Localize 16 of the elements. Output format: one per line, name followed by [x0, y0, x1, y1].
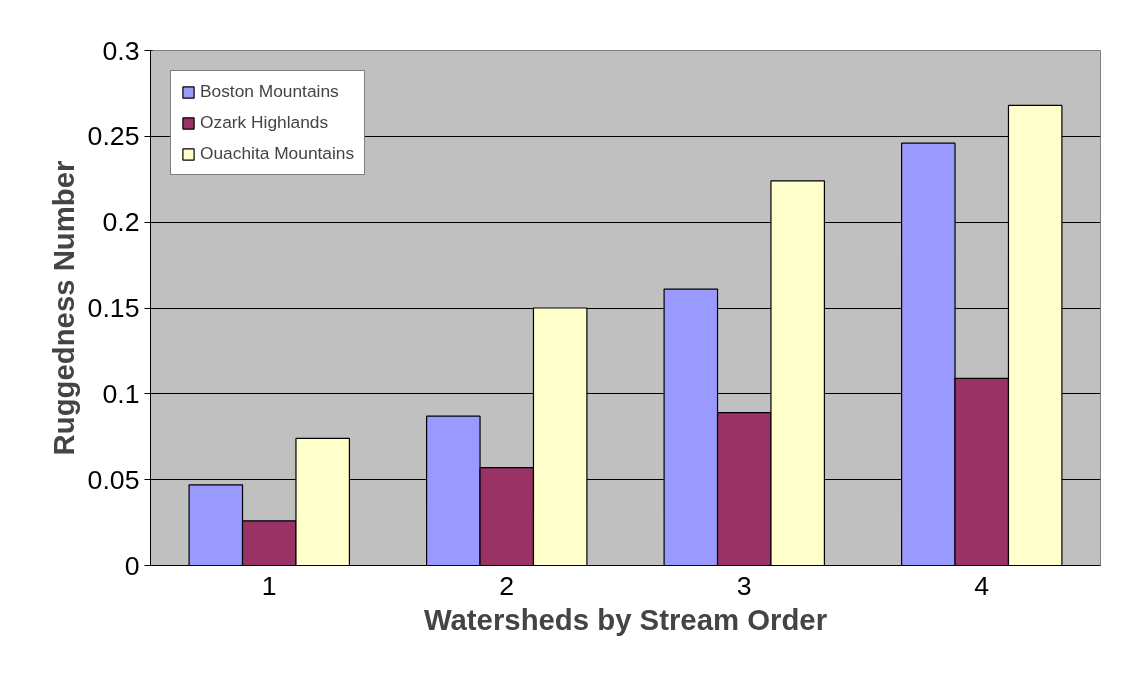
- y-tick-label: 0.15: [87, 293, 140, 323]
- legend-label: Ozark Highlands: [200, 112, 329, 133]
- y-tick-label: 0.05: [87, 464, 140, 495]
- y-tick-label: 0.3: [102, 35, 140, 66]
- x-tick-label: 1: [261, 570, 277, 601]
- legend-label: Ouachita Mountains: [200, 143, 355, 164]
- y-axis-title: Ruggedness Number: [46, 160, 80, 456]
- y-tick-label: 0: [124, 550, 140, 581]
- y-tick-label: 0.2: [102, 207, 140, 238]
- x-tick-label: 4: [974, 570, 990, 601]
- legend-label: Boston Mountains: [200, 81, 339, 102]
- y-tick-label: 0.1: [102, 378, 140, 409]
- x-tick-label: 2: [499, 570, 515, 601]
- x-axis-title: Watersheds by Stream Order: [423, 602, 828, 636]
- x-tick-label: 3: [736, 570, 752, 601]
- y-tick-label: 0.25: [87, 121, 140, 152]
